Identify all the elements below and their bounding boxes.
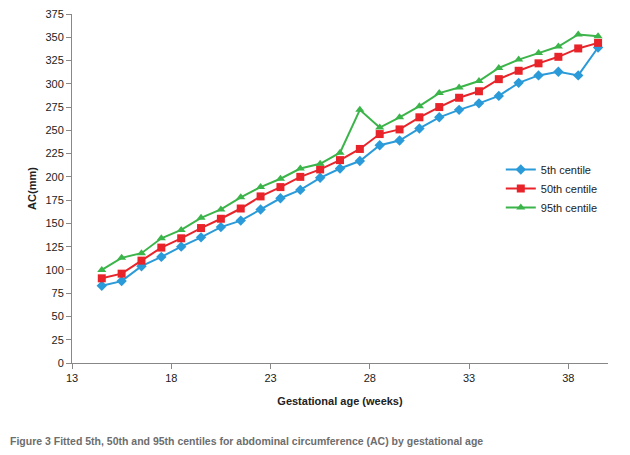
svg-text:Gestational age (weeks): Gestational age (weeks): [277, 395, 403, 407]
svg-text:95th centile: 95th centile: [541, 202, 597, 214]
svg-text:0: 0: [58, 357, 64, 369]
svg-text:18: 18: [165, 372, 177, 384]
svg-text:23: 23: [264, 372, 276, 384]
svg-text:275: 275: [45, 101, 63, 113]
svg-text:350: 350: [45, 31, 63, 43]
svg-text:200: 200: [45, 171, 63, 183]
svg-text:AC(mm): AC(mm): [26, 167, 38, 210]
svg-text:300: 300: [45, 78, 63, 90]
svg-text:5th centile: 5th centile: [541, 164, 591, 176]
svg-text:75: 75: [52, 287, 64, 299]
svg-text:175: 175: [45, 194, 63, 206]
svg-text:225: 225: [45, 147, 63, 159]
svg-text:38: 38: [562, 372, 574, 384]
svg-text:33: 33: [463, 372, 475, 384]
svg-text:50: 50: [52, 310, 64, 322]
svg-text:13: 13: [66, 372, 78, 384]
svg-text:28: 28: [364, 372, 376, 384]
svg-text:375: 375: [45, 8, 63, 20]
svg-text:25: 25: [52, 334, 64, 346]
svg-text:100: 100: [45, 264, 63, 276]
svg-text:325: 325: [45, 54, 63, 66]
svg-text:Figure 3 Fitted 5th, 50th and: Figure 3 Fitted 5th, 50th and 95th centi…: [10, 435, 483, 447]
svg-text:125: 125: [45, 241, 63, 253]
svg-text:150: 150: [45, 217, 63, 229]
svg-text:250: 250: [45, 124, 63, 136]
svg-text:50th centile: 50th centile: [541, 183, 597, 195]
